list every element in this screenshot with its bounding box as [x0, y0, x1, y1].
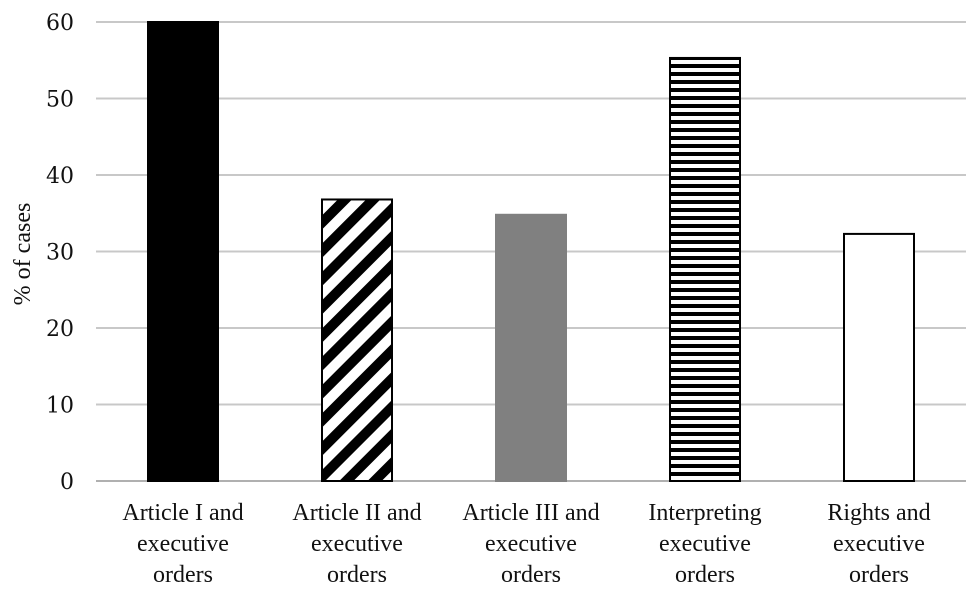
bar-4 — [669, 56, 741, 483]
x-category-label: orders — [153, 562, 213, 588]
x-category-label: executive — [485, 531, 577, 557]
y-tick-label: 0 — [60, 470, 74, 495]
y-tick-label: 60 — [46, 11, 74, 36]
y-axis-title: % of cases — [10, 203, 36, 306]
y-axis-ticks: 0 10 20 30 40 50 60 — [46, 11, 74, 495]
bar-5 — [843, 232, 915, 482]
x-category-label: Rights and — [827, 500, 930, 526]
x-category-label: orders — [849, 562, 909, 588]
y-tick-label: 10 — [46, 394, 74, 419]
bar-1 — [147, 21, 219, 482]
x-axis-labels: Article I and executive orders Article II a… — [122, 500, 930, 588]
x-category-label: Interpreting — [648, 500, 761, 526]
x-category-label: orders — [327, 562, 387, 588]
x-category-label: orders — [501, 562, 561, 588]
y-tick-label: 30 — [46, 241, 74, 266]
bar-2 — [321, 198, 393, 482]
y-tick-label: 50 — [46, 88, 74, 113]
x-category-label: Article I and — [122, 500, 243, 526]
bars — [147, 21, 915, 483]
x-category-label: orders — [675, 562, 735, 588]
y-tick-label: 40 — [46, 164, 74, 189]
x-category-label: executive — [659, 531, 751, 557]
x-category-label: executive — [137, 531, 229, 557]
y-tick-label: 20 — [46, 317, 74, 342]
bar-3 — [495, 213, 567, 482]
x-category-label: executive — [311, 531, 403, 557]
x-category-label: Article II and — [292, 500, 421, 526]
x-category-label: Article III and — [462, 500, 599, 526]
x-category-label: executive — [833, 531, 925, 557]
